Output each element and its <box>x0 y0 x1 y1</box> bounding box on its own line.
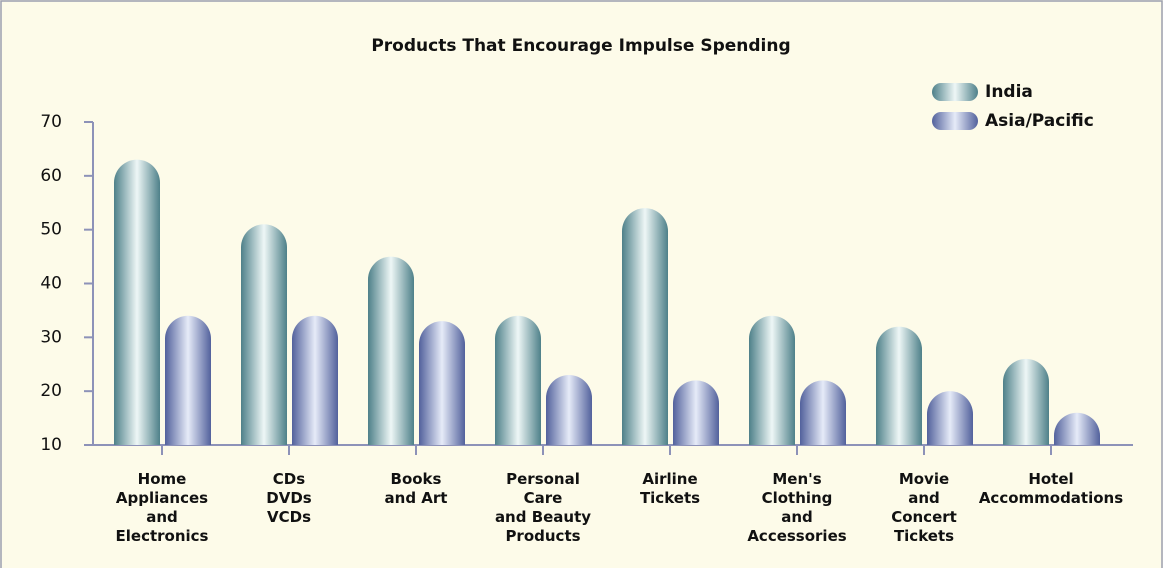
x-tick-label-line: Airline <box>642 470 697 488</box>
bar <box>622 208 668 445</box>
bar-shape <box>419 321 465 445</box>
bar <box>749 315 795 445</box>
x-tick-label-line: Movie <box>899 470 949 488</box>
bar <box>1054 412 1100 445</box>
bar <box>546 375 592 445</box>
bar-shape <box>1003 358 1049 445</box>
x-tick-label: Airline Tickets <box>640 470 700 507</box>
bar-shape <box>749 315 795 445</box>
x-tick-label: Personal Care and Beauty Products <box>495 470 591 545</box>
x-tick-label-line: Products <box>505 527 580 545</box>
x-tick-label-line: Home <box>138 470 187 488</box>
bar <box>419 321 465 445</box>
x-tick-label-line: Appliances <box>116 489 208 507</box>
y-tick-label: 20 <box>40 381 62 401</box>
bar-shape <box>800 380 846 445</box>
x-tick-label-line: Accessories <box>747 527 846 545</box>
bar-shape <box>546 375 592 445</box>
y-tick-label: 10 <box>40 435 62 455</box>
x-tick-label-line: DVDs <box>266 489 312 507</box>
y-tick-label: 60 <box>40 166 62 186</box>
bar <box>114 159 160 445</box>
bar-shape <box>622 208 668 445</box>
bar <box>800 380 846 445</box>
x-tick-label-line: and <box>781 508 813 526</box>
chart-title: Products That Encourage Impulse Spending <box>371 36 790 56</box>
bar <box>495 315 541 445</box>
bar-shape <box>927 391 973 445</box>
bar-shape <box>368 256 414 445</box>
y-tick-label: 40 <box>40 274 62 294</box>
x-tick-label-line: CDs <box>273 470 305 488</box>
x-tick-label-line: Electronics <box>116 527 209 545</box>
x-tick-label-line: Men's <box>772 470 821 488</box>
legend-label: India <box>985 82 1033 102</box>
bar-shape <box>876 326 922 445</box>
x-tick-label-line: Clothing <box>762 489 833 507</box>
y-tick-label: 70 <box>40 112 62 132</box>
x-tick-label-line: Accommodations <box>979 489 1123 507</box>
bar-shape <box>1054 412 1100 445</box>
bar <box>368 256 414 445</box>
bar-shape <box>292 315 338 445</box>
bar <box>876 326 922 445</box>
bar <box>927 391 973 445</box>
legend-swatch <box>932 83 978 101</box>
x-tick-label: Books and Art <box>385 470 448 507</box>
x-tick-label-line: and Art <box>385 489 448 507</box>
x-tick-label-line: Personal <box>506 470 580 488</box>
y-tick-label: 50 <box>40 220 62 240</box>
bar <box>292 315 338 445</box>
y-tick-label: 30 <box>40 327 62 347</box>
x-tick-label: Hotel Accommodations <box>979 470 1123 507</box>
x-tick-label-line: and <box>908 489 940 507</box>
x-tick-label-line: Tickets <box>640 489 700 507</box>
legend-swatch <box>932 112 978 130</box>
x-tick-label-line: Books <box>391 470 442 488</box>
x-tick-label: CDs DVDs VCDs <box>266 470 312 526</box>
x-tick-label-line: Tickets <box>894 527 954 545</box>
bar <box>1003 358 1049 445</box>
x-tick-label-line: Care <box>524 489 563 507</box>
x-tick-label-line: Concert <box>891 508 957 526</box>
bar-shape <box>165 315 211 445</box>
x-tick-label: Home Appliances and Electronics <box>116 470 209 545</box>
x-tick-label-line: and <box>146 508 178 526</box>
bar <box>673 380 719 445</box>
bar-shape <box>495 315 541 445</box>
bar-shape <box>114 159 160 445</box>
x-tick-label-line: VCDs <box>267 508 311 526</box>
bar-shape <box>673 380 719 445</box>
bar <box>241 224 287 445</box>
bar-shape <box>241 224 287 445</box>
x-tick-label: Movie and Concert Tickets <box>891 470 957 545</box>
bar <box>165 315 211 445</box>
legend-label: Asia/Pacific <box>985 111 1094 131</box>
x-tick-label: Men's Clothing and Accessories <box>747 470 846 545</box>
x-tick-label-line: and Beauty <box>495 508 591 526</box>
x-tick-label-line: Hotel <box>1028 470 1073 488</box>
